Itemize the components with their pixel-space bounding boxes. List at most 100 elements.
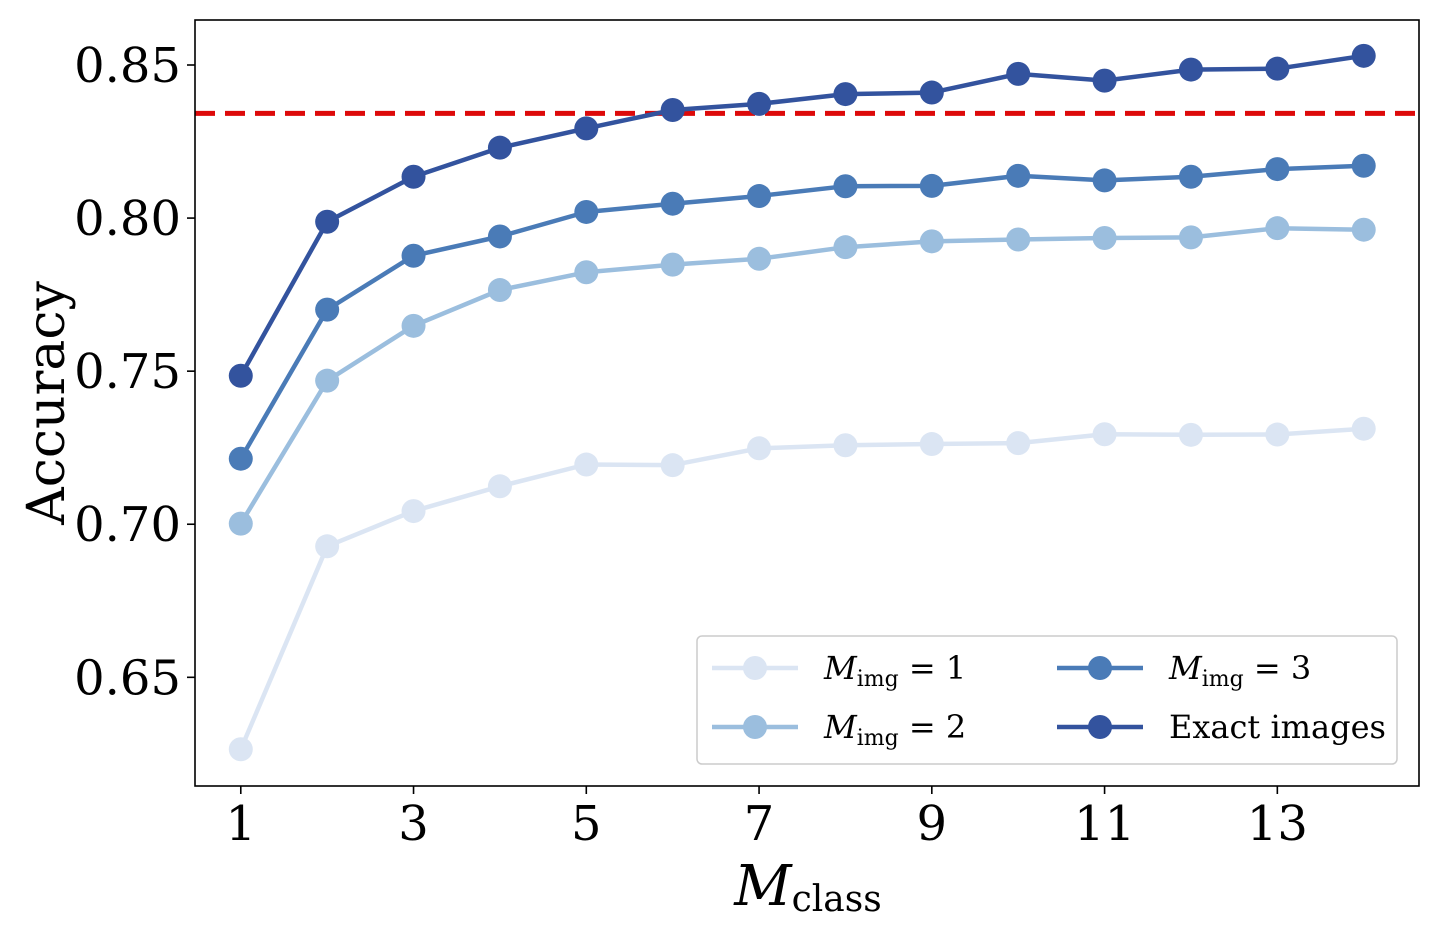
x-axis-label: Mclass bbox=[733, 854, 881, 920]
legend-item: Mimg = 2 bbox=[712, 708, 966, 751]
plot-frame bbox=[194, 19, 1420, 787]
data-point bbox=[747, 436, 772, 461]
legend-label-sub: img bbox=[857, 667, 899, 692]
legend-swatch-marker bbox=[743, 656, 767, 680]
data-point bbox=[401, 164, 426, 189]
legend-label-main: M bbox=[823, 708, 858, 746]
data-point bbox=[315, 368, 340, 393]
tick-layer: 1 3 5 7 9 11 130.650.700.750.800.85 bbox=[74, 38, 1308, 852]
legend-item: Mimg = 1 bbox=[712, 649, 966, 692]
data-point bbox=[315, 209, 340, 234]
data-point bbox=[487, 135, 512, 160]
data-point bbox=[833, 433, 858, 458]
series-line bbox=[238, 426, 1366, 752]
data-point bbox=[919, 173, 944, 198]
data-point bbox=[1265, 216, 1290, 241]
legend-swatch-marker bbox=[1088, 715, 1112, 739]
data-point bbox=[228, 737, 253, 762]
series-3 bbox=[228, 153, 1376, 471]
legend-label-rest: = 1 bbox=[899, 649, 967, 687]
legend-item: Mimg = 3 bbox=[1057, 649, 1311, 692]
data-point bbox=[1006, 431, 1031, 456]
data-point bbox=[487, 278, 512, 303]
series-1 bbox=[228, 416, 1376, 762]
data-point bbox=[1178, 164, 1203, 189]
data-point bbox=[1092, 68, 1117, 93]
data-point bbox=[660, 252, 685, 277]
data-point bbox=[1092, 168, 1117, 193]
y-axis-label: Accuracy bbox=[17, 281, 77, 526]
x-tick-label: 5 bbox=[571, 796, 602, 852]
data-point bbox=[833, 235, 858, 260]
data-point bbox=[1092, 225, 1117, 250]
data-point bbox=[401, 499, 426, 524]
data-point bbox=[228, 511, 253, 536]
data-point bbox=[747, 184, 772, 209]
data-point bbox=[574, 116, 599, 141]
data-point bbox=[315, 534, 340, 559]
series-4 bbox=[228, 43, 1376, 388]
data-point bbox=[487, 224, 512, 249]
series-line bbox=[238, 53, 1366, 379]
data-point bbox=[315, 297, 340, 322]
x-tick-label: 3 bbox=[398, 796, 429, 852]
legend-swatch-marker bbox=[743, 715, 767, 739]
data-point bbox=[574, 199, 599, 224]
x-tick-label: 13 bbox=[1247, 796, 1308, 852]
data-point bbox=[919, 229, 944, 254]
y-tick-label: 0.75 bbox=[74, 344, 181, 400]
x-tick-label: 1 bbox=[226, 796, 257, 852]
legend-label: Exact images bbox=[1169, 708, 1386, 746]
x-axis-label-sub: class bbox=[792, 879, 882, 920]
data-point bbox=[747, 246, 772, 271]
data-point bbox=[660, 191, 685, 216]
data-point bbox=[228, 363, 253, 388]
series-layer bbox=[228, 43, 1376, 762]
data-point bbox=[1006, 227, 1031, 252]
data-point bbox=[660, 453, 685, 478]
series-2 bbox=[228, 216, 1376, 536]
legend-label-sub: img bbox=[857, 726, 899, 751]
data-point bbox=[1006, 163, 1031, 188]
data-point bbox=[833, 174, 858, 199]
data-point bbox=[1178, 57, 1203, 82]
data-point bbox=[401, 243, 426, 268]
y-tick-label: 0.65 bbox=[74, 650, 181, 706]
series-line bbox=[238, 225, 1366, 526]
legend-label-sub: img bbox=[1202, 667, 1244, 692]
data-point bbox=[919, 80, 944, 105]
x-tick-label: 9 bbox=[917, 796, 948, 852]
data-point bbox=[1265, 422, 1290, 447]
series-line bbox=[238, 163, 1366, 461]
x-axis-label-main: M bbox=[733, 854, 793, 919]
data-point bbox=[1351, 43, 1376, 68]
legend-swatch-marker bbox=[1088, 656, 1112, 680]
data-point bbox=[574, 260, 599, 285]
y-tick-label: 0.80 bbox=[74, 191, 181, 247]
legend-label-rest: = 3 bbox=[1244, 649, 1312, 687]
y-tick-label: 0.85 bbox=[74, 38, 181, 94]
data-point bbox=[574, 452, 599, 477]
data-point bbox=[487, 474, 512, 499]
data-point bbox=[1351, 153, 1376, 178]
data-point bbox=[1265, 157, 1290, 182]
data-point bbox=[1351, 416, 1376, 441]
data-point bbox=[1178, 422, 1203, 447]
data-point bbox=[747, 91, 772, 116]
legend-label-main: M bbox=[823, 649, 858, 687]
y-tick-label: 0.70 bbox=[74, 497, 181, 553]
data-point bbox=[1092, 422, 1117, 447]
data-point bbox=[1265, 56, 1290, 81]
legend-label: Mimg = 1 bbox=[823, 649, 966, 692]
legend-label: Mimg = 3 bbox=[1168, 649, 1311, 692]
data-point bbox=[1351, 217, 1376, 242]
x-tick-label: 7 bbox=[744, 796, 775, 852]
data-point bbox=[660, 98, 685, 123]
data-point bbox=[919, 432, 944, 457]
legend-box bbox=[696, 635, 1398, 765]
data-point bbox=[401, 313, 426, 338]
legend-item: Exact images bbox=[1057, 708, 1386, 746]
legend-label-main: M bbox=[1168, 649, 1203, 687]
